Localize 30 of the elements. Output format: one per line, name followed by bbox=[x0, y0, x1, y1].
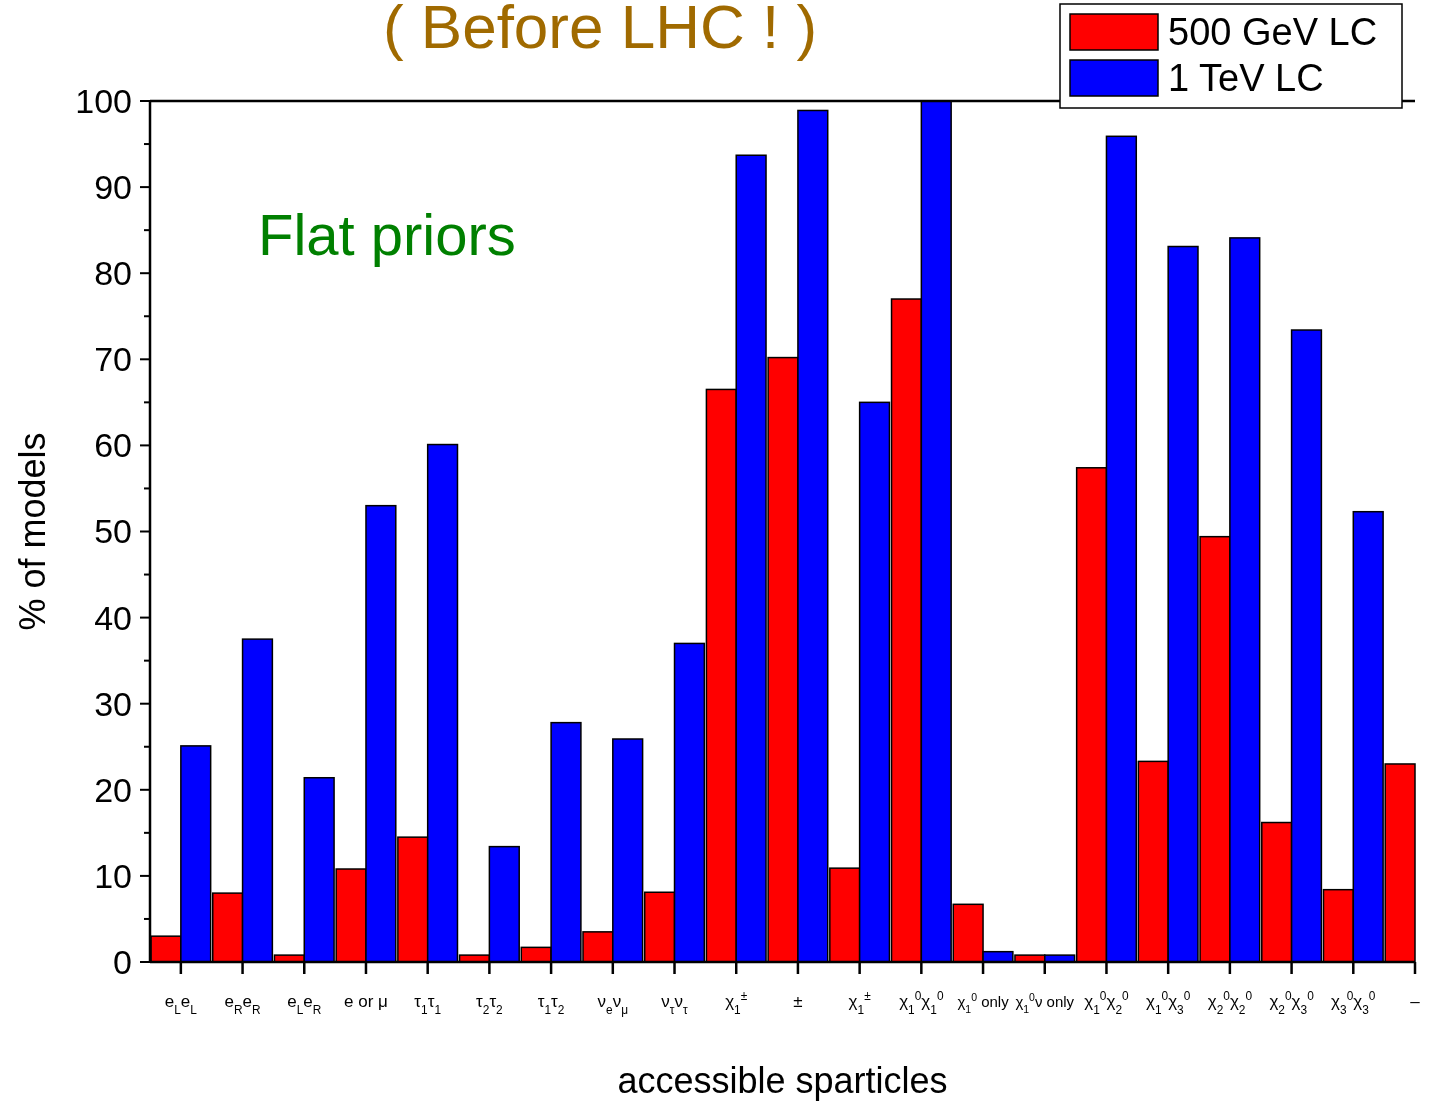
x-tick-label: – bbox=[1410, 992, 1421, 1011]
y-tick-label: 0 bbox=[113, 942, 132, 981]
y-tick-label: 20 bbox=[94, 770, 132, 809]
y-tick-label: 80 bbox=[94, 254, 132, 293]
x-tick-label: e$_{L}$e$_{L}$ bbox=[164, 992, 198, 1017]
y-tick-label: 60 bbox=[94, 426, 132, 465]
chart-title: ( Before LHC ! ) bbox=[382, 0, 818, 61]
legend-label: 1 TeV LC bbox=[1168, 57, 1324, 100]
y-tick-label: 50 bbox=[94, 512, 132, 551]
x-tick-label: χ$_{1}$$^{0}$ν only bbox=[1015, 991, 1075, 1015]
x-tick-label: τ$_{2}$τ$_{2}$ bbox=[476, 992, 504, 1017]
x-tick-label: χ$_{1}$$^{0}$ only bbox=[957, 991, 1010, 1015]
x-tick-label: e or μ bbox=[344, 992, 388, 1011]
y-tick-label: 90 bbox=[94, 168, 132, 206]
y-tick-label: 30 bbox=[94, 684, 132, 723]
y-tick-label: 10 bbox=[94, 856, 132, 895]
x-tick-label: ν$_{e}$ν$_{μ}$ bbox=[597, 992, 629, 1017]
y-axis-title: % of models bbox=[12, 432, 53, 631]
x-tick-label: τ$_{1}$τ$_{2}$ bbox=[537, 992, 565, 1017]
x-tick-label: e$_{R}$e$_{R}$ bbox=[224, 992, 262, 1017]
x-tick-label: τ$_{1}$τ$_{1}$ bbox=[414, 992, 442, 1017]
y-tick-label: 70 bbox=[94, 340, 132, 379]
x-tick-label: e$_{L}$e$_{R}$ bbox=[287, 992, 322, 1017]
y-tick-label: 100 bbox=[75, 81, 132, 120]
annotation: Flat priors bbox=[258, 202, 516, 267]
x-axis-title: accessible sparticles bbox=[617, 1060, 948, 1101]
y-tick-label: 40 bbox=[94, 598, 132, 637]
x-tick-label: ± bbox=[793, 992, 803, 1011]
legend-label: 500 GeV LC bbox=[1168, 11, 1378, 54]
x-tick-label: ν$_{τ}$ν$_{τ}$ bbox=[661, 992, 689, 1017]
